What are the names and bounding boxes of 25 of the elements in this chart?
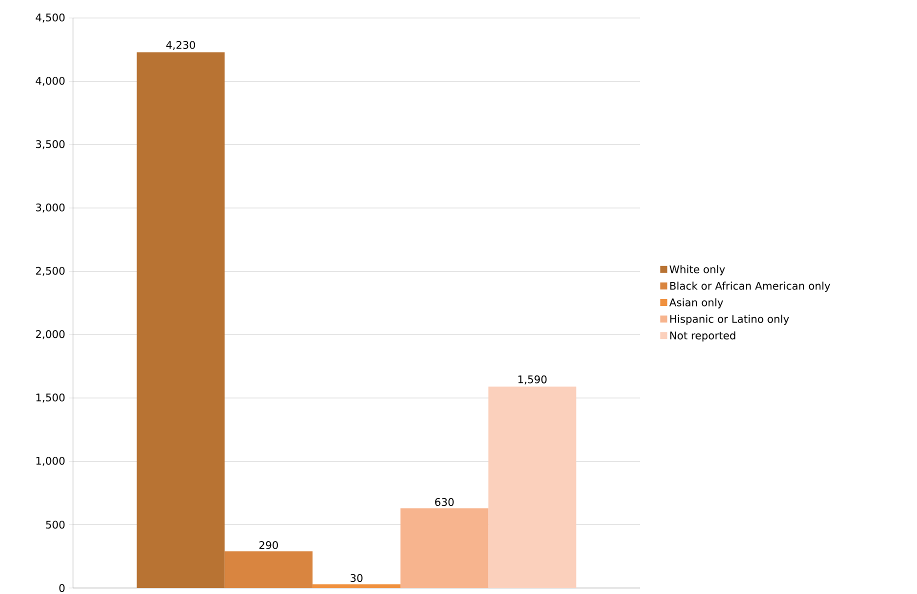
bar [224, 551, 313, 588]
y-tick-label: 4,500 [36, 13, 65, 23]
y-tick-label: 2,000 [36, 330, 65, 340]
data-label: 1,590 [518, 375, 547, 384]
bar [400, 508, 488, 588]
y-tick-label: 1,500 [36, 393, 65, 403]
bar [136, 52, 225, 588]
data-label: 630 [435, 498, 454, 506]
y-tick-label: 2,500 [36, 266, 65, 276]
y-tick-label: 500 [46, 520, 65, 529]
legend-label: Not reported [670, 331, 736, 342]
legend-label: Black or African American only [670, 282, 830, 292]
bar [312, 584, 400, 588]
y-tick-label: 1,000 [36, 456, 65, 466]
data-label: 290 [259, 541, 278, 550]
legend-label: White only [670, 265, 725, 276]
y-tick-label: 0 [59, 584, 65, 592]
y-tick-label: 3,500 [36, 140, 65, 150]
y-tick-label: 4,000 [36, 76, 65, 86]
data-label: 30 [350, 574, 362, 582]
bar [488, 386, 576, 588]
legend-label: Hispanic or Latino only [670, 314, 790, 325]
data-label: 4,230 [166, 40, 196, 50]
legend-label: Asian only [669, 298, 724, 308]
y-tick-label: 3,000 [36, 203, 65, 213]
